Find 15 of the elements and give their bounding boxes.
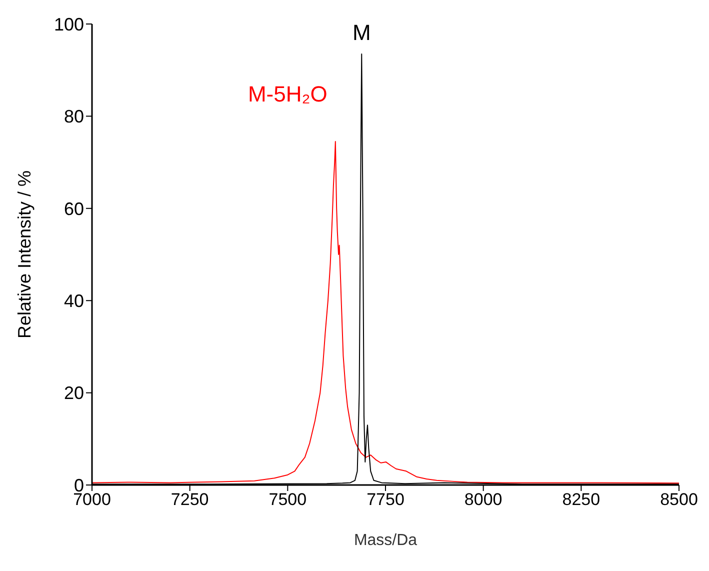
x-tick-label: 7500 bbox=[268, 490, 307, 510]
y-axis-title: Relative Intensity / % bbox=[14, 170, 34, 339]
y-tick-label: 100 bbox=[54, 14, 84, 34]
x-tick-label: 8000 bbox=[464, 490, 502, 510]
y-tick-label: 40 bbox=[64, 290, 84, 311]
annotation: M-5H₂O bbox=[248, 82, 328, 107]
x-tick-label: 7250 bbox=[170, 490, 209, 510]
y-tick-label: 60 bbox=[64, 198, 84, 219]
x-tick-label: 8250 bbox=[562, 490, 600, 510]
y-tick-label: 80 bbox=[64, 106, 84, 127]
x-axis-title: Mass/Da bbox=[354, 532, 418, 549]
annotation: M bbox=[352, 20, 371, 45]
x-tick-label: 7750 bbox=[366, 490, 404, 510]
x-tick-label: 8500 bbox=[660, 490, 698, 510]
y-tick-label: 20 bbox=[64, 383, 84, 404]
